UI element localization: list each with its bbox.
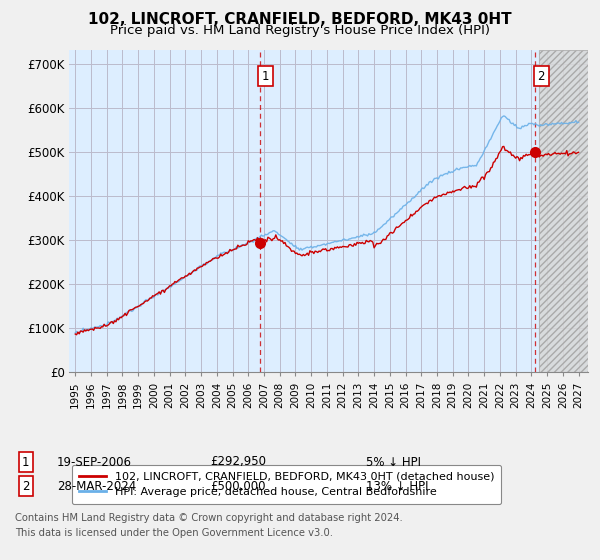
Legend: 102, LINCROFT, CRANFIELD, BEDFORD, MK43 0HT (detached house), HPI: Average price: 102, LINCROFT, CRANFIELD, BEDFORD, MK43 … xyxy=(72,465,502,504)
Text: Price paid vs. HM Land Registry's House Price Index (HPI): Price paid vs. HM Land Registry's House … xyxy=(110,24,490,36)
Text: 2: 2 xyxy=(22,479,29,493)
Text: 2: 2 xyxy=(538,69,545,83)
Text: 1: 1 xyxy=(262,69,269,83)
Text: 28-MAR-2024: 28-MAR-2024 xyxy=(57,479,136,493)
Text: This data is licensed under the Open Government Licence v3.0.: This data is licensed under the Open Gov… xyxy=(15,528,333,538)
Bar xyxy=(539,50,591,372)
Text: 5% ↓ HPI: 5% ↓ HPI xyxy=(366,455,421,469)
Text: 102, LINCROFT, CRANFIELD, BEDFORD, MK43 0HT: 102, LINCROFT, CRANFIELD, BEDFORD, MK43 … xyxy=(88,12,512,27)
Text: 1: 1 xyxy=(22,455,29,469)
Bar xyxy=(539,50,591,372)
Text: 13% ↓ HPI: 13% ↓ HPI xyxy=(366,479,428,493)
Text: 19-SEP-2006: 19-SEP-2006 xyxy=(57,455,132,469)
Text: £500,000: £500,000 xyxy=(210,479,265,493)
Text: Contains HM Land Registry data © Crown copyright and database right 2024.: Contains HM Land Registry data © Crown c… xyxy=(15,513,403,523)
Text: £292,950: £292,950 xyxy=(210,455,266,469)
